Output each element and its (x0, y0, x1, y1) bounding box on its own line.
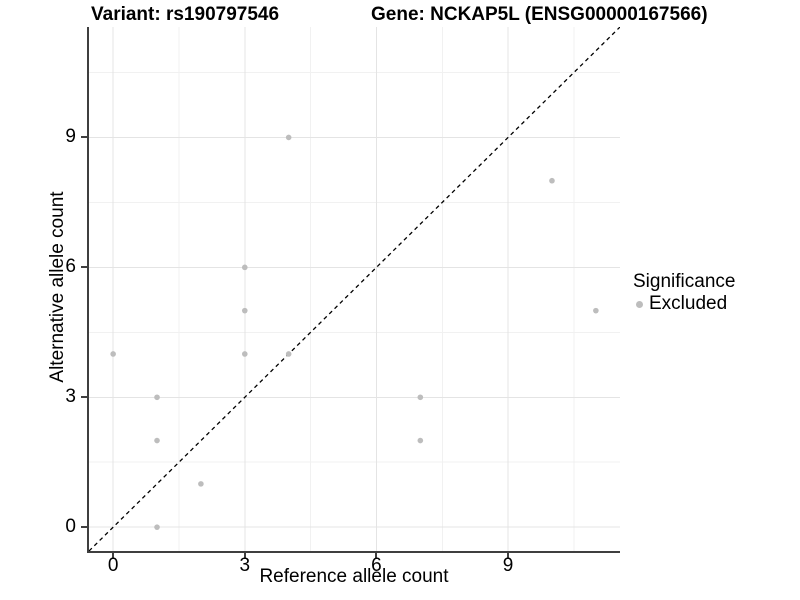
x-axis-tick-label: 0 (107, 555, 119, 576)
y-axis-tick (81, 266, 87, 269)
data-point (241, 264, 248, 271)
data-point (241, 307, 248, 314)
plot-panel (87, 27, 620, 553)
x-axis-label: Reference allele count (259, 566, 449, 587)
x-axis-tick (375, 553, 378, 559)
legend-item-label: Excluded (649, 293, 728, 314)
x-axis-tick-label: 9 (502, 555, 514, 576)
data-point (549, 177, 555, 184)
legend-title: Significance (633, 271, 736, 292)
data-point (417, 394, 424, 401)
y-axis-tick-label: 6 (65, 256, 76, 278)
y-axis-label: Alternative allele count (47, 191, 68, 383)
y-axis-tick-label: 0 (65, 516, 76, 538)
data-point (285, 134, 292, 141)
excluded-point-icon (636, 300, 643, 308)
data-point (154, 394, 160, 401)
x-axis-tick-label: 3 (239, 555, 251, 576)
data-point (285, 351, 292, 357)
x-axis-tick (507, 553, 510, 559)
data-point (198, 481, 204, 487)
data-point (241, 351, 248, 357)
y-axis-tick-label: 3 (65, 386, 76, 408)
plot-title-gene: Gene: NCKAP5L (ENSG00000167566) (371, 4, 708, 25)
data-point (154, 524, 160, 530)
x-axis-tick-label: 6 (371, 555, 382, 576)
y-axis-tick (81, 526, 87, 529)
legend: Significance Excluded (630, 271, 735, 315)
y-axis-tick-label: 9 (65, 126, 76, 148)
data-point (417, 437, 424, 444)
x-axis-tick (112, 553, 115, 559)
legend-item-excluded: Excluded (636, 293, 735, 315)
data-point (154, 437, 160, 444)
plot-canvas (89, 27, 620, 551)
data-point (593, 307, 599, 314)
y-axis-tick (81, 136, 87, 139)
identity-dashed-line (89, 27, 620, 551)
y-axis-tick (81, 396, 87, 399)
plot-title-variant: Variant: rs190797546 (91, 4, 280, 25)
x-axis-tick (243, 553, 246, 559)
data-point (110, 351, 116, 357)
